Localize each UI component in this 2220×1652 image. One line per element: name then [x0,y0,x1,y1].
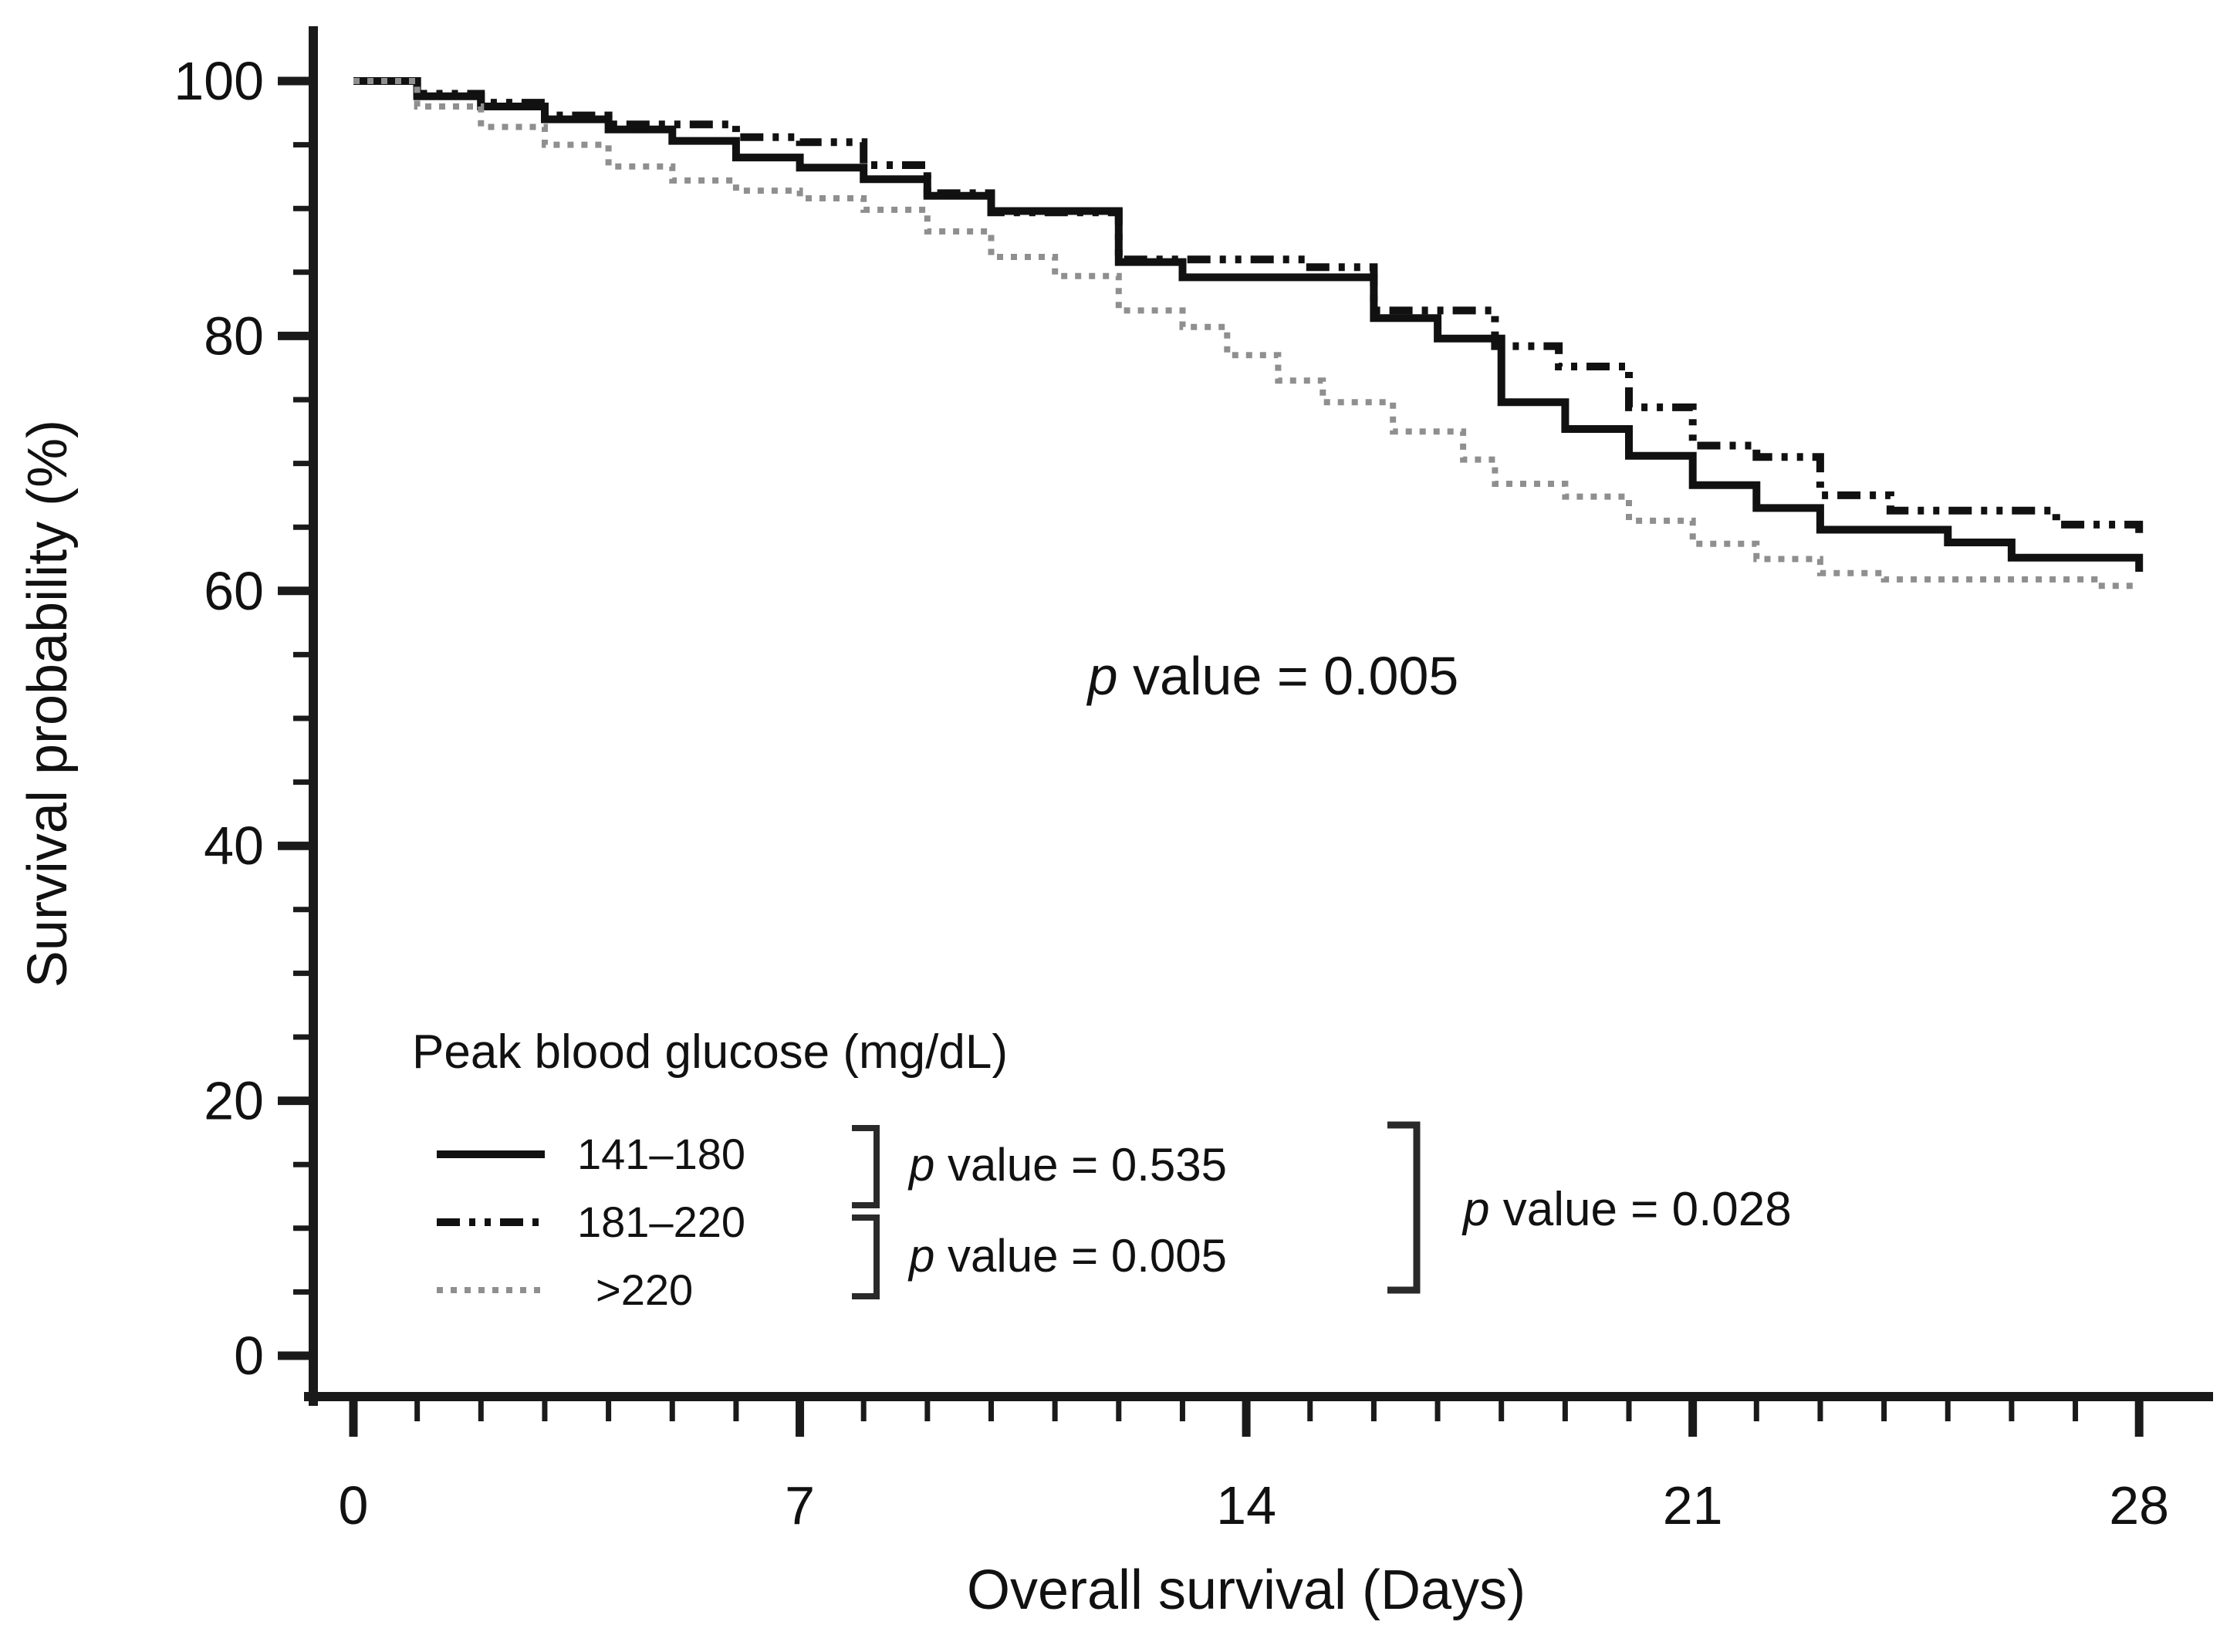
x-tick-label-21: 21 [1663,1475,1723,1535]
legend-item-label: 181–220 [577,1198,745,1246]
annotation-pairwise-bottom-p-value: p value = 0.005 [907,1230,1227,1282]
x-axis-ticks: 0 7 14 21 28 [339,1397,2169,1535]
legend-item-label: >220 [596,1265,693,1314]
axes: 0 20 40 60 80 100 0 7 14 21 28 [174,26,2213,1535]
x-tick-label-7: 7 [785,1475,815,1535]
p-value-text: value = 0.005 [934,1230,1227,1282]
x-tick-label-14: 14 [1216,1475,1276,1535]
x-axis-title: Overall survival (Days) [967,1559,1526,1621]
x-tick-label-28: 28 [2109,1475,2169,1535]
p-value-text: value = 0.005 [1118,646,1459,706]
bracket-141-180-vs-181-220 [852,1125,880,1208]
survival-curves [353,77,2144,590]
legend-item-label: 141–180 [577,1130,745,1178]
curve-solid-141-180 [353,77,2144,572]
annotation-overall-p-value: p value = 0.028 [1461,1183,1792,1236]
bracket-overall-comparison [1387,1121,1421,1294]
p-symbol: p [907,1230,934,1282]
p-value-text: value = 0.028 [1489,1183,1791,1236]
bracket-181-220-vs-gt220 [852,1215,880,1299]
y-axis-title: Survival probability (%) [17,420,79,988]
y-tick-label-20: 20 [204,1071,264,1131]
p-symbol: p [907,1139,934,1191]
y-tick-label-40: 40 [204,816,264,876]
x-tick-label-0: 0 [339,1475,369,1535]
legend-item-181-220: 181–220 [437,1198,745,1246]
legend: Peak blood glucose (mg/dL) 141–180 181–2… [412,1025,1792,1314]
annotation-pairwise-top-p-value: p value = 0.535 [907,1139,1227,1191]
y-tick-label-80: 80 [204,306,264,366]
curve-dotted--220 [353,78,2140,590]
y-tick-label-0: 0 [234,1326,264,1386]
p-value-text: value = 0.535 [934,1139,1227,1191]
legend-item-gt220: >220 [437,1265,693,1314]
legend-item-141-180: 141–180 [437,1130,745,1178]
y-axis-ticks: 0 20 40 60 80 100 [174,51,313,1386]
y-tick-label-60: 60 [204,561,264,621]
p-symbol: p [1086,646,1118,706]
annotation-central-p-value: p value = 0.005 [1086,646,1459,706]
y-tick-label-100: 100 [174,51,264,111]
legend-title: Peak blood glucose (mg/dL) [412,1025,1008,1079]
p-symbol: p [1461,1183,1489,1236]
curve-dashdot-181-220 [353,77,2144,535]
